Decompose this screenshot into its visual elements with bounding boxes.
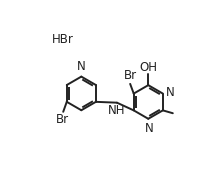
Text: HBr: HBr xyxy=(52,33,74,46)
Text: NH: NH xyxy=(108,104,126,117)
Text: N: N xyxy=(77,60,86,73)
Text: Br: Br xyxy=(56,113,69,126)
Text: Br: Br xyxy=(124,69,137,83)
Text: N: N xyxy=(165,86,174,99)
Text: OH: OH xyxy=(139,61,157,74)
Text: N: N xyxy=(145,122,153,135)
